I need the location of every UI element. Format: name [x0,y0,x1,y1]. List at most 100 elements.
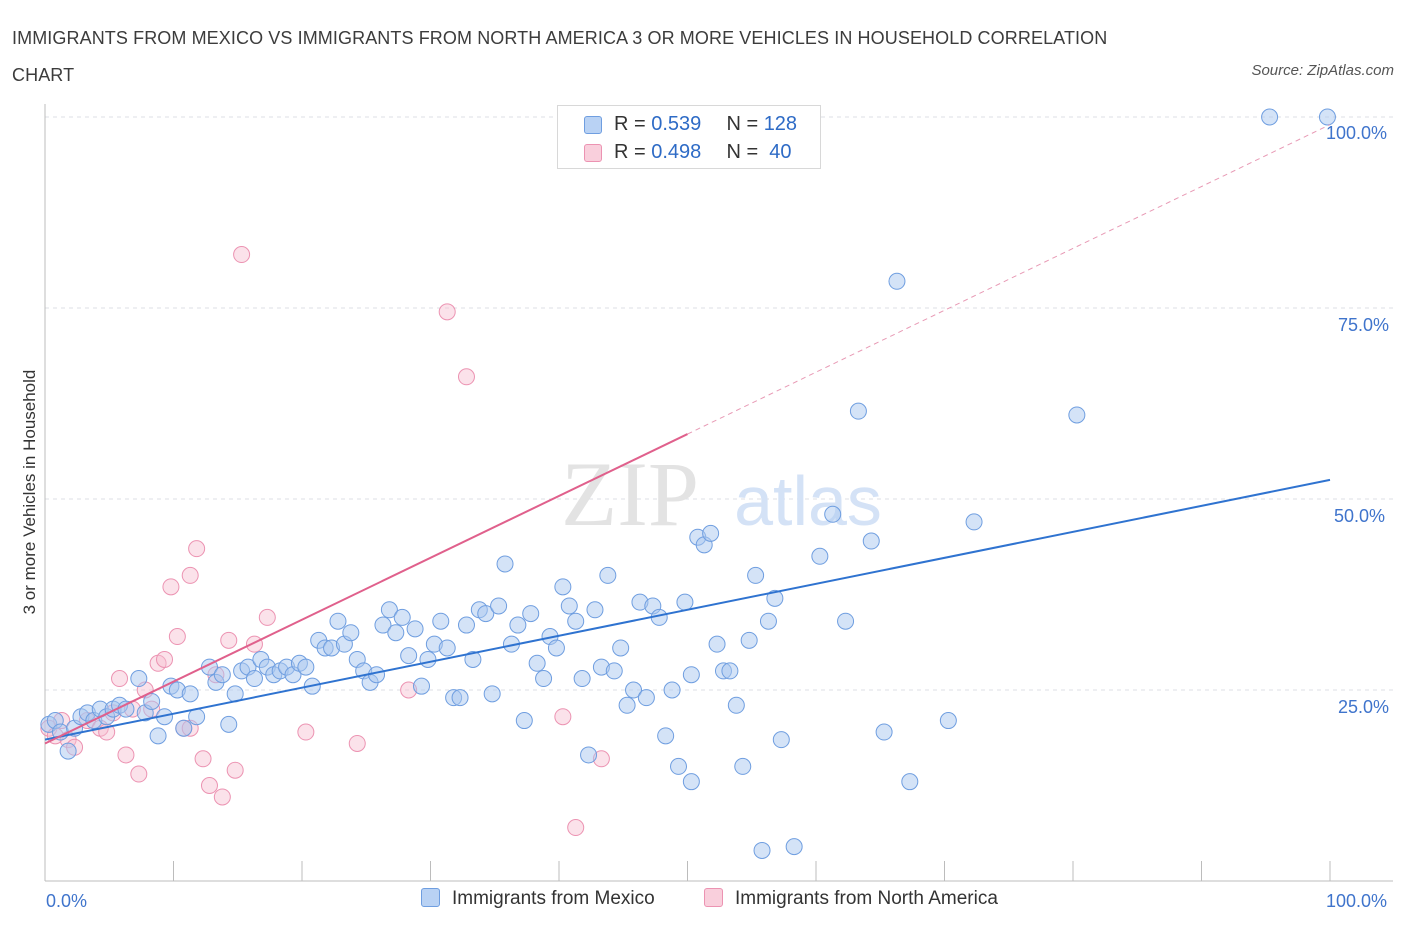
trend-line-north-america [44,433,688,745]
y-tick-label: 100.0% [1326,123,1388,143]
data-point-mexico [213,666,231,684]
x-axis-min-label: 0.0% [46,891,88,911]
data-point-mexico [605,662,623,680]
data-point-mexico [438,639,456,657]
data-point-mexico [457,616,475,634]
data-point-mexico [682,666,700,684]
data-point-mexico [393,608,411,626]
data-point-mexico [387,624,405,642]
data-point-mexico [451,689,469,707]
data-point-mexico [528,654,546,672]
data-point-mexico [130,670,148,688]
data-point-mexico [888,272,906,290]
trend-line-mexico [44,478,1331,741]
bottom-legend-mexico: Immigrants from Mexico [421,888,655,910]
data-point-north-america [220,631,238,649]
data-point-mexico [143,692,161,710]
data-point-mexico [766,589,784,607]
data-point-mexico [721,662,739,680]
data-point-mexico [837,612,855,630]
data-point-mexico [220,715,238,733]
data-point-mexico [811,547,829,565]
data-point-mexico [175,719,193,737]
series-north-america [40,246,610,837]
data-point-mexico [599,566,617,584]
data-point-mexico [554,578,572,596]
data-point-mexico [753,841,771,859]
data-point-mexico [477,605,495,623]
data-point-north-america [457,368,475,386]
data-point-mexico [432,612,450,630]
data-point-mexico [560,597,578,615]
data-point-mexico [663,681,681,699]
data-point-north-america [194,750,212,768]
data-point-north-america [258,608,276,626]
data-point-mexico [496,555,514,573]
watermark-atlas: atlas [734,462,882,540]
bottom-legend-swatch-north-america [704,888,723,907]
data-point-north-america [162,578,180,596]
data-point-mexico [759,612,777,630]
data-point-mexico [580,746,598,764]
data-point-north-america [168,628,186,646]
data-point-mexico [618,696,636,714]
data-point-mexico [400,647,418,665]
trend-lines [44,124,1331,745]
bottom-legend-north-america: Immigrants from North America [704,888,998,910]
data-point-mexico [849,402,867,420]
data-point-mexico [875,723,893,741]
data-point-mexico [413,677,431,695]
legend-swatch-north-america [584,144,602,162]
data-point-mexico [181,685,199,703]
data-point-mexico [374,616,392,634]
chart-source: Source: ZipAtlas.com [1251,62,1394,79]
data-point-mexico [1261,108,1279,126]
y-axis-label: 3 or more Vehicles in Household [20,369,39,615]
data-point-north-america [297,723,315,741]
data-point-north-america [181,566,199,584]
data-point-north-america [567,819,585,837]
legend-n-label: N = [726,141,764,163]
legend-n-label: N = [726,113,764,135]
data-point-mexico [419,650,437,668]
data-point-mexico [59,742,77,760]
data-point-mexico [637,689,655,707]
stats-legend: R = 0.539 N = 128 R = 0.498 N = 40 [557,105,821,169]
data-point-mexico [772,731,790,749]
data-point-north-america [117,746,135,764]
data-point-mexico [1068,406,1086,424]
series-mexico [40,108,1336,859]
data-point-mexico [586,601,604,619]
trend-line-north-america-extension [687,124,1331,435]
data-point-mexico [329,612,347,630]
watermark-zip: ZIP [561,443,699,545]
data-point-mexico [535,670,553,688]
data-point-mexico [682,773,700,791]
y-tick-label: 25.0% [1338,697,1390,717]
bottom-legend-label-north-america: Immigrants from North America [735,888,998,909]
data-point-north-america [245,635,263,653]
data-point-north-america [226,761,244,779]
legend-swatch-mexico [584,116,602,134]
data-point-north-america [348,734,366,752]
data-point-mexico [670,757,688,775]
axes [44,104,1393,882]
data-point-mexico [708,635,726,653]
data-point-mexico [342,624,360,642]
data-point-mexico [727,696,745,714]
data-point-mexico [676,593,694,611]
data-point-mexico [747,566,765,584]
data-point-mexico [965,513,983,531]
legend-r-value: 0.498 [651,141,702,163]
data-point-mexico [380,601,398,619]
data-point-north-america [156,650,174,668]
data-point-mexico [464,650,482,668]
data-point-mexico [406,620,424,638]
data-point-mexico [245,670,263,688]
bottom-legend-swatch-mexico [421,888,440,907]
data-point-north-america [200,777,218,794]
data-point-mexico [547,639,565,657]
y-tick-label: 50.0% [1334,506,1386,526]
data-point-mexico [939,712,957,730]
data-point-mexico [901,773,919,791]
